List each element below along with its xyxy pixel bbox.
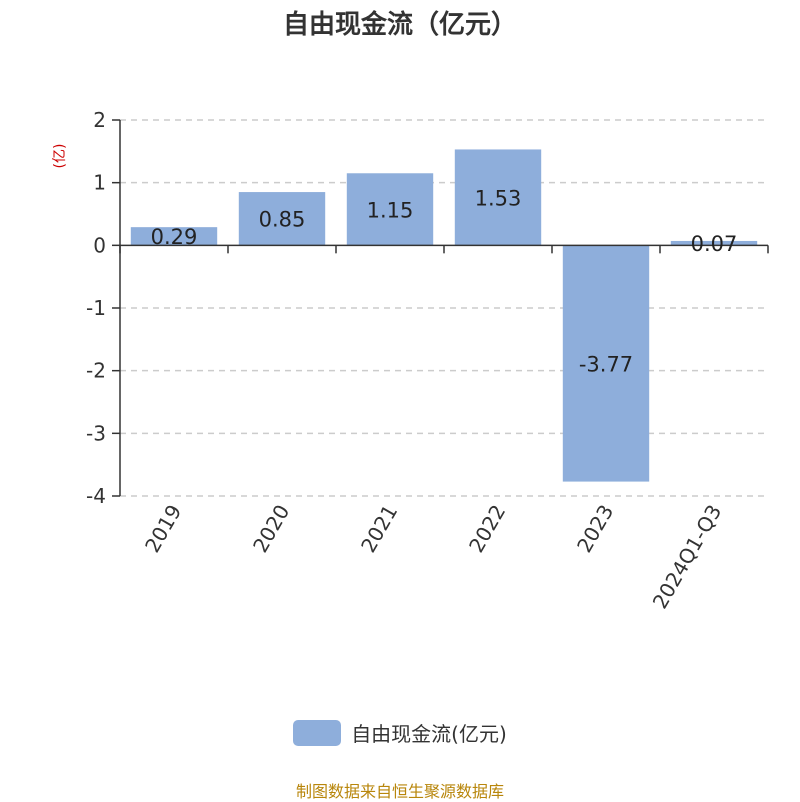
- bar-2024Q1-Q3: [670, 240, 758, 246]
- y-tick-label: -1: [86, 296, 106, 320]
- x-tick-label: 2020: [248, 501, 294, 557]
- y-tick-label: 0: [93, 233, 106, 257]
- bar-2019: [130, 227, 218, 246]
- bar-2023: [562, 245, 650, 482]
- legend-label: 自由现金流(亿元): [351, 722, 507, 746]
- bar-2022: [454, 149, 542, 246]
- y-tick-label: 2: [93, 108, 106, 132]
- y-axis-label: (亿): [52, 144, 68, 169]
- data-label-2023: -3.77: [579, 352, 633, 376]
- source-note: 制图数据来自恒生聚源数据库: [295, 782, 504, 801]
- grid-lines: [120, 119, 768, 497]
- bar-2021: [346, 173, 434, 246]
- legend: 自由现金流(亿元): [0, 718, 800, 747]
- y-tick-label: -2: [86, 359, 106, 383]
- y-tick-label: -4: [86, 484, 106, 508]
- x-tick-label: 2019: [140, 501, 186, 557]
- y-tick-label: 1: [93, 171, 106, 195]
- data-label-2021: 1.15: [367, 198, 414, 222]
- data-label-2019: 0.29: [151, 225, 198, 249]
- bars: [130, 149, 758, 482]
- x-tick-label: 2023: [572, 501, 618, 557]
- x-tick-label: 2022: [464, 501, 510, 557]
- bar-chart: 2 1 0 -1 -2 -3 -4 2019 2020 2021 2022 2023 2024Q1-Q3…: [52, 108, 769, 613]
- data-labels: 0.29 0.85 1.15 1.53 -3.77 0.07: [151, 186, 738, 376]
- y-tick-label: -3: [86, 421, 106, 445]
- chart-title: 自由现金流（亿元）: [282, 10, 517, 40]
- data-label-2020: 0.85: [259, 208, 306, 232]
- data-label-2022: 1.53: [475, 186, 522, 210]
- x-tick-label: 2024Q1-Q3: [648, 501, 727, 613]
- x-tick-label: 2021: [356, 501, 402, 557]
- bar-2020: [238, 192, 326, 246]
- data-label-2024Q1-Q3: 0.07: [691, 232, 738, 256]
- legend-swatch: [293, 719, 342, 746]
